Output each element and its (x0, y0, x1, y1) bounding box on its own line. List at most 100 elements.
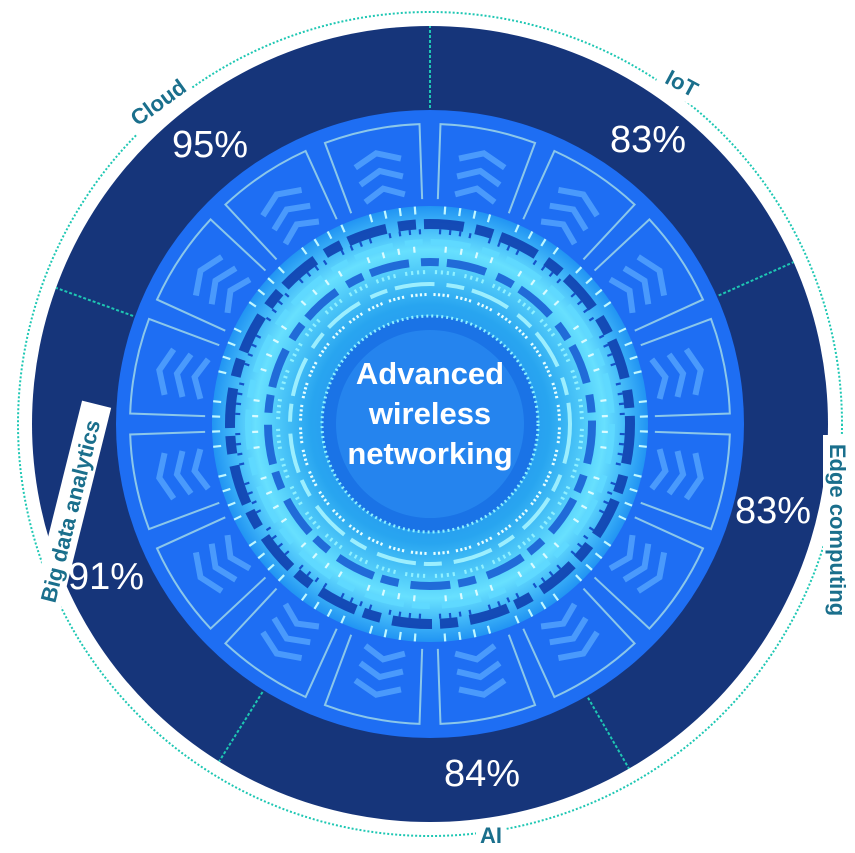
tick-mark (476, 567, 477, 571)
tick-mark (450, 613, 451, 618)
edge-computing-percent: 83% (735, 490, 811, 532)
tick-mark (516, 519, 518, 521)
tick-mark (502, 530, 504, 532)
tick-mark (478, 303, 479, 306)
tick-mark (394, 298, 395, 301)
tick-mark (381, 303, 382, 306)
tick-mark (573, 376, 577, 377)
tick-mark (457, 296, 458, 299)
tick-mark (310, 371, 313, 372)
tick-mark (305, 464, 308, 465)
tick-mark (415, 633, 416, 641)
tick-mark (470, 546, 471, 549)
tick-mark (555, 451, 558, 452)
tick-mark (237, 454, 242, 455)
tick-mark (336, 513, 338, 515)
tick-mark (509, 525, 511, 527)
tick-mark (286, 476, 290, 477)
big-data-analytics-percent: 91% (68, 556, 144, 598)
tick-mark (403, 296, 404, 299)
tick-mark (554, 392, 557, 393)
tick-mark (553, 459, 556, 460)
tick-mark (619, 404, 624, 405)
tick-mark (459, 632, 460, 640)
tick-mark (639, 446, 647, 447)
tick-mark (471, 568, 472, 572)
tick-mark (616, 464, 621, 465)
tick-mark (353, 318, 355, 320)
tick-mark (618, 454, 623, 455)
tick-mark (547, 371, 550, 372)
tick-mark (406, 572, 407, 576)
tick-mark (453, 272, 454, 276)
tick-mark (619, 444, 624, 445)
tick-mark (516, 327, 518, 329)
tick-mark (373, 306, 374, 309)
tick-mark (290, 360, 294, 362)
tick-mark (476, 252, 478, 258)
tick-mark (618, 393, 623, 394)
tick-mark (305, 384, 308, 385)
center-line-1: Advanced (356, 356, 504, 391)
tick-mark (461, 593, 462, 599)
tick-mark (539, 492, 542, 494)
tick-mark (327, 503, 329, 505)
tick-mark (333, 336, 335, 338)
tick-mark (414, 247, 415, 253)
tick-mark (465, 547, 466, 550)
tick-mark (410, 613, 411, 618)
tick-mark (321, 351, 323, 353)
tick-mark (394, 570, 395, 574)
tick-mark (482, 565, 483, 569)
tick-mark (547, 476, 550, 477)
tick-mark (476, 278, 477, 282)
tick-mark (336, 333, 338, 335)
tick-mark (290, 487, 294, 489)
tick-mark (482, 541, 483, 544)
tick-mark (482, 280, 483, 284)
tick-mark (505, 318, 507, 320)
tick-mark (519, 330, 521, 332)
tick-mark (476, 590, 478, 596)
tick-mark (278, 400, 282, 401)
tick-mark (284, 376, 288, 377)
tick-mark (489, 605, 491, 610)
tick-mark (554, 455, 557, 456)
tick-mark (245, 483, 250, 485)
tick-mark (342, 327, 344, 329)
tick-mark (502, 315, 504, 317)
tick-mark (368, 308, 369, 311)
edge-computing-label: Edge computing (825, 444, 850, 616)
tick-mark (373, 539, 374, 542)
tick-mark (389, 233, 390, 238)
tick-mark (368, 537, 369, 540)
tick-mark (319, 355, 322, 357)
tick-mark (534, 347, 536, 349)
tick-mark (410, 230, 411, 235)
tick-mark (394, 547, 395, 550)
tick-mark (576, 388, 580, 389)
tick-mark (536, 351, 538, 353)
tick-mark (383, 590, 385, 596)
tick-mark (319, 492, 322, 494)
tick-mark (314, 484, 317, 485)
tick-mark (357, 315, 359, 317)
tick-mark (460, 231, 461, 236)
tick-mark (566, 360, 570, 362)
tick-mark (398, 297, 399, 300)
tick-mark (552, 384, 555, 385)
tick-mark (403, 549, 404, 552)
tick-mark (370, 605, 372, 610)
tick-mark (399, 612, 400, 617)
tick-mark (525, 336, 527, 338)
tick-mark (486, 306, 487, 309)
ai-label: AI (480, 823, 502, 848)
tick-mark (571, 476, 575, 477)
tick-mark (489, 239, 491, 244)
tick-mark (566, 487, 570, 489)
tick-mark (361, 533, 363, 536)
tick-mark (461, 297, 462, 300)
tick-mark (574, 465, 578, 466)
tick-mark (471, 276, 472, 280)
